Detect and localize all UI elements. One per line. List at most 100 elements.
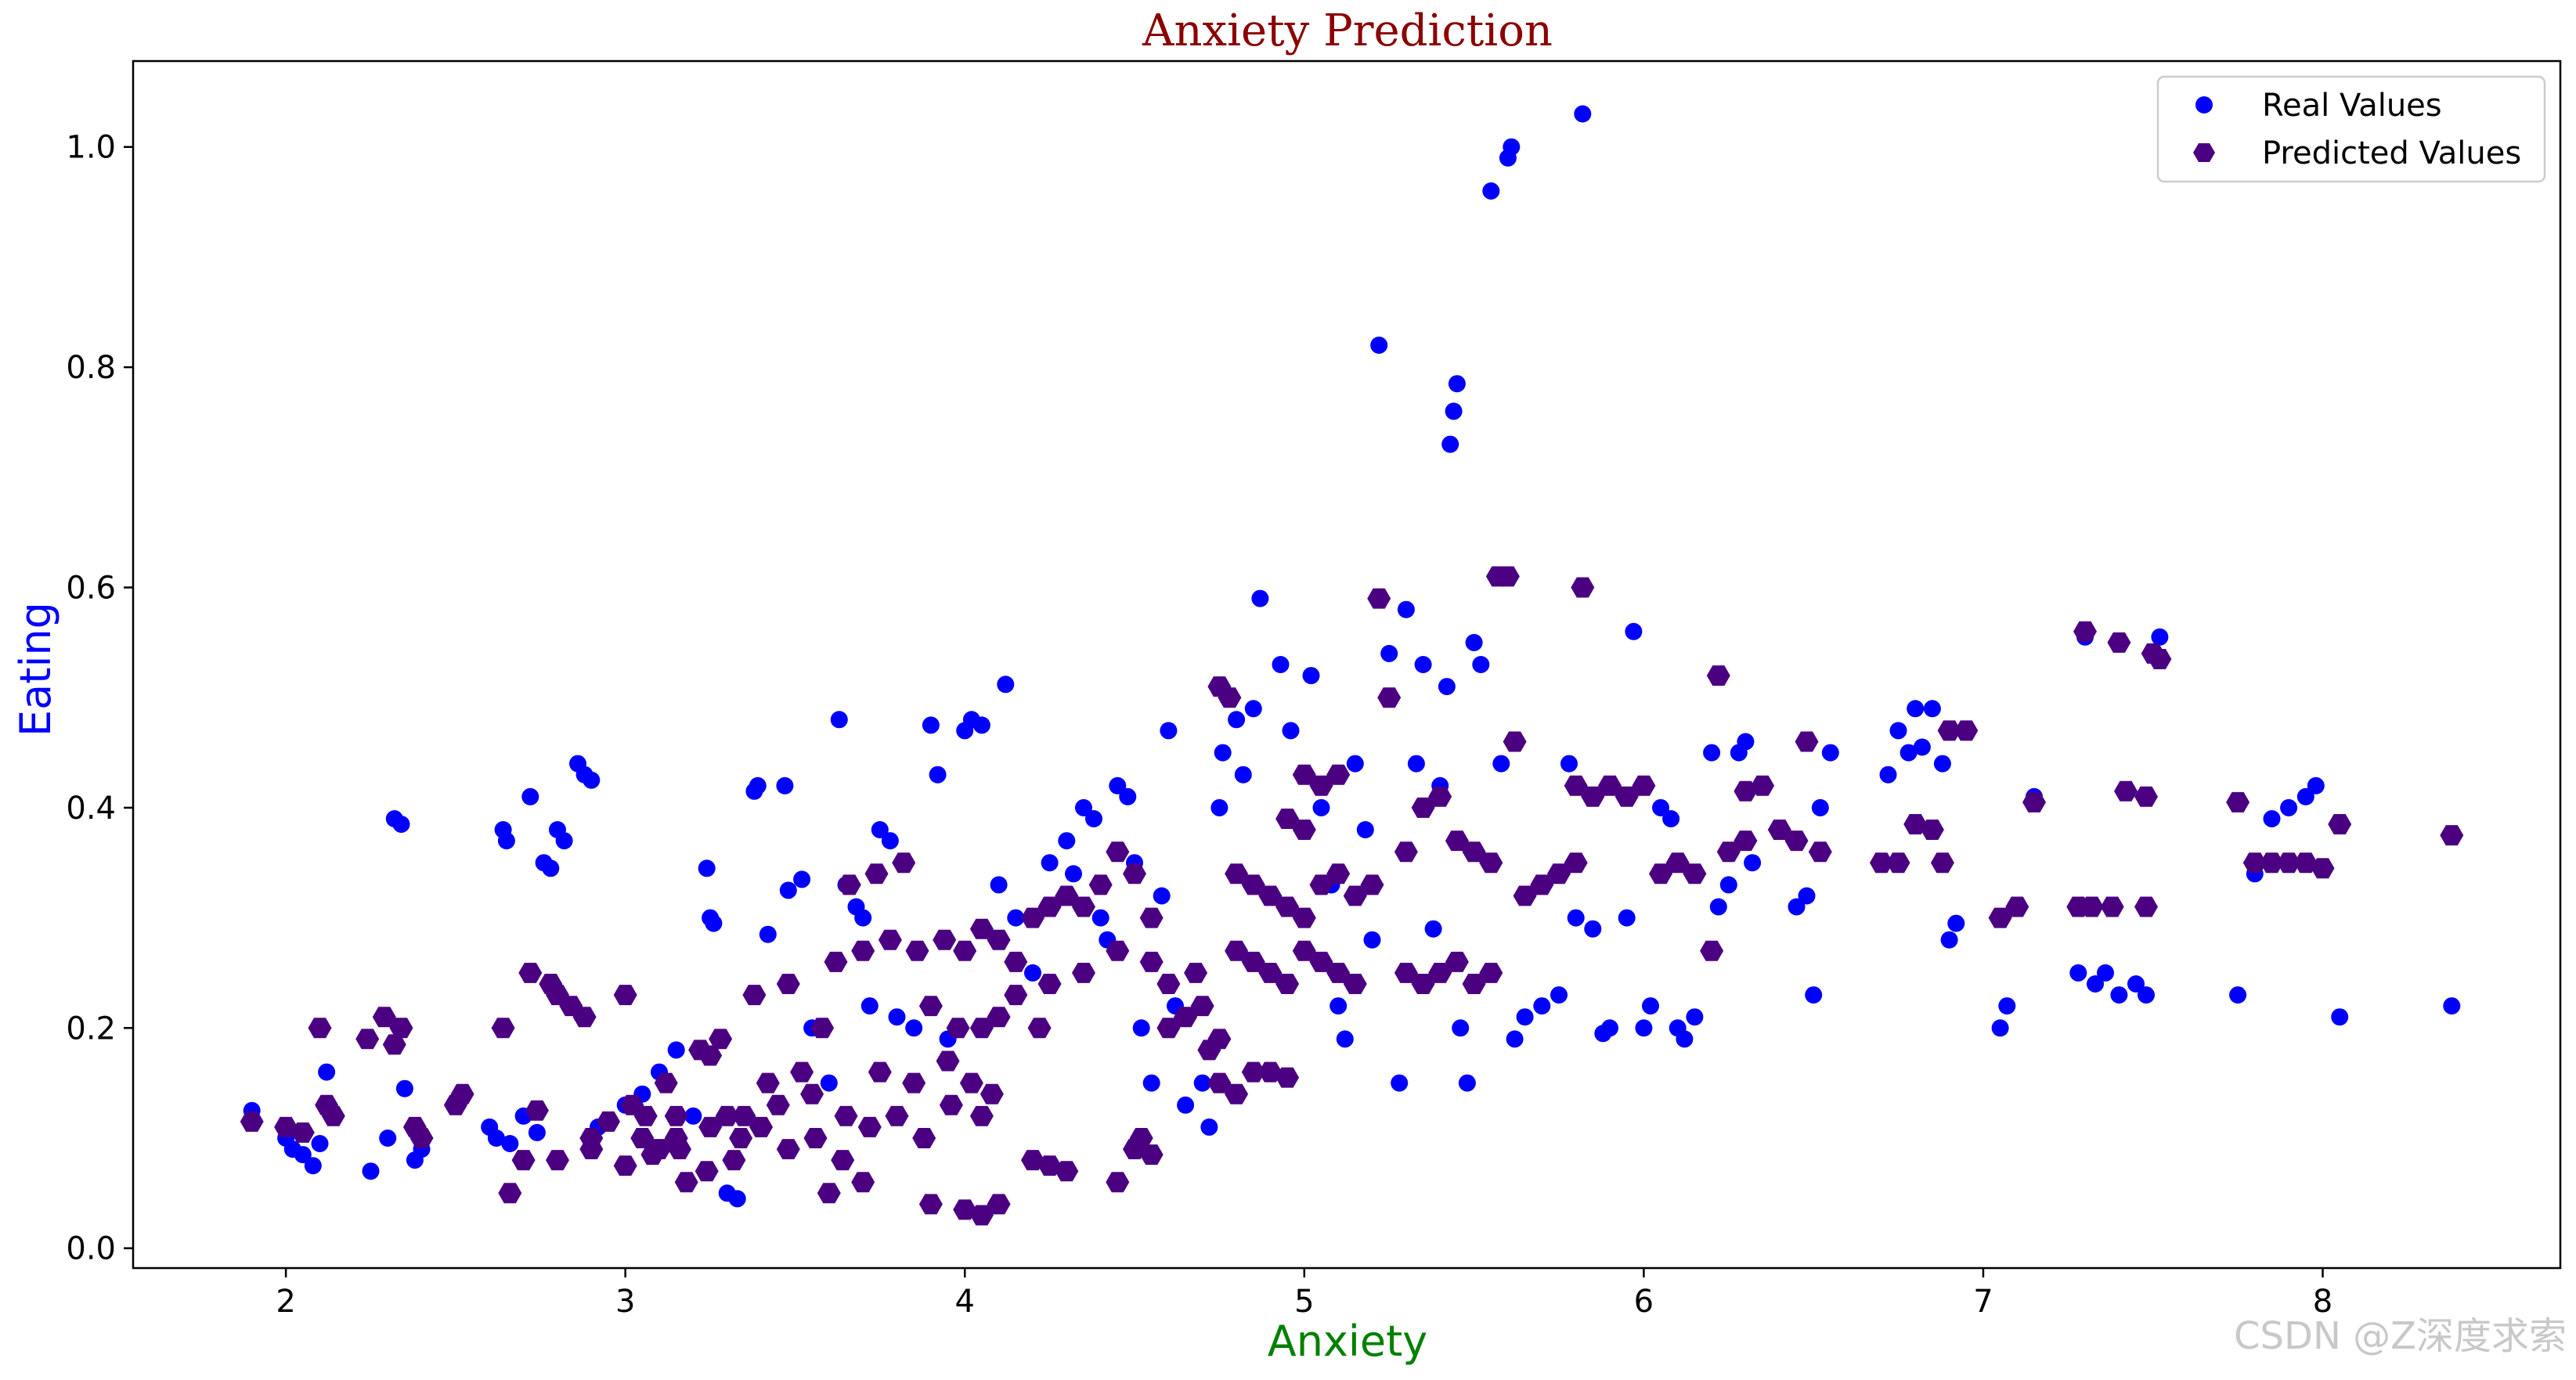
real-value-point [759, 925, 777, 943]
real-value-point [1153, 887, 1171, 905]
predicted-value-point [1571, 577, 1595, 598]
predicted-value-point [2440, 825, 2464, 846]
real-value-point [776, 776, 794, 794]
x-tick-label: 2 [276, 1284, 295, 1320]
predicted-value-point [1751, 775, 1775, 796]
predicted-value-point [892, 852, 916, 874]
real-value-point [501, 1135, 519, 1152]
real-value-point [1805, 986, 1823, 1004]
predicted-value-point [1326, 863, 1351, 885]
predicted-value-point [2260, 852, 2284, 874]
real-value-point [1618, 909, 1636, 927]
predicted-value-point [1190, 996, 1214, 1017]
predicted-value-point [1445, 831, 1469, 852]
predicted-value-point [290, 1122, 315, 1143]
predicted-value-point [987, 1007, 1011, 1028]
predicted-value-point [885, 1105, 909, 1126]
predicted-value-point [1197, 1040, 1221, 1061]
real-value-point [2296, 787, 2314, 805]
legend-marker-real-values [2195, 96, 2213, 113]
real-value-point [379, 1130, 397, 1147]
real-value-point [1465, 633, 1483, 651]
predicted-value-point [2226, 791, 2250, 813]
predicted-value-point [776, 1139, 800, 1159]
real-value-point [1007, 909, 1025, 927]
real-value-point [667, 1041, 685, 1059]
predicted-value-point [1700, 940, 1724, 961]
real-value-point [922, 716, 940, 734]
predicted-value-point [918, 996, 943, 1017]
real-value-point [1601, 1019, 1618, 1037]
predicted-value-point [732, 1105, 756, 1126]
real-value-point [1065, 865, 1082, 883]
predicted-value-point [1988, 907, 2012, 928]
predicted-value-point [1706, 665, 1730, 686]
predicted-value-point [1156, 974, 1181, 994]
real-value-point [1574, 105, 1592, 123]
predicted-value-point [2005, 896, 2029, 917]
real-value-point [2331, 1008, 2349, 1026]
real-value-point [1947, 914, 1965, 932]
predicted-value-point [1665, 852, 1690, 874]
predicted-value-point [1632, 775, 1656, 796]
predicted-value-point [1241, 1061, 1265, 1083]
real-value-point [905, 1019, 923, 1037]
real-value-point [2280, 798, 2298, 816]
predicted-value-point [1930, 852, 1954, 874]
real-value-point [1214, 744, 1232, 762]
x-tick-label: 5 [1294, 1284, 1314, 1320]
predicted-value-point [382, 1034, 406, 1055]
predicted-value-point [1123, 863, 1146, 885]
real-value-point [1380, 644, 1398, 662]
predicted-value-point [2242, 852, 2267, 874]
real-value-point [1109, 776, 1127, 794]
predicted-value-point [742, 985, 767, 1006]
real-value-point [1458, 1074, 1476, 1092]
real-value-point [1709, 898, 1727, 916]
real-value-point [1923, 700, 1941, 718]
predicted-value-point [1037, 896, 1062, 917]
y-tick-label: 0.4 [66, 791, 116, 827]
predicted-value-point [2328, 814, 2352, 834]
predicted-value-point [1184, 963, 1208, 983]
real-value-point [830, 711, 848, 729]
predicted-value-point [1462, 841, 1486, 863]
real-value-point [684, 1107, 702, 1125]
real-value-point [1142, 1074, 1160, 1092]
real-value-point [1940, 931, 1958, 949]
real-value-point [1516, 1008, 1534, 1026]
x-tick-label: 3 [615, 1284, 635, 1320]
real-value-point [2069, 964, 2087, 982]
y-axis: 0.0 0.2 0.4 0.6 0.8 1.0 [66, 130, 133, 1267]
predicted-value-point [372, 1007, 396, 1028]
predicted-value-point [1292, 820, 1316, 840]
real-value-point [929, 766, 947, 784]
real-value-point [1424, 920, 1442, 938]
predicted-value-point [1275, 974, 1300, 994]
predicted-value-point [1937, 720, 1961, 741]
real-value-point [318, 1063, 336, 1081]
predicted-value-point [987, 929, 1011, 950]
predicted-value-point [695, 1161, 719, 1182]
real-value-point [1058, 832, 1076, 850]
predicted-value-point [1326, 963, 1351, 983]
real-value-point [972, 716, 990, 734]
legend: Real Values Predicted Values [2156, 75, 2546, 183]
real-value-point [1737, 733, 1755, 751]
real-value-point [1302, 667, 1320, 685]
predicted-value-point [1564, 775, 1588, 796]
predicted-value-point [597, 1111, 620, 1132]
real-value-point [392, 816, 410, 833]
predicted-value-point [1367, 588, 1391, 609]
predicted-value-point [878, 929, 902, 950]
predicted-value-point [1027, 1018, 1052, 1039]
real-value-point [1228, 711, 1246, 729]
predicted-value-point [1869, 852, 1893, 874]
real-value-point [2087, 975, 2104, 993]
predicted-value-point [918, 1194, 943, 1215]
real-value-point [1635, 1019, 1653, 1037]
predicted-value-point [579, 1139, 604, 1159]
predicted-value-point [2134, 896, 2158, 917]
predicted-value-point [1683, 863, 1707, 885]
real-value-point [2151, 628, 2169, 646]
